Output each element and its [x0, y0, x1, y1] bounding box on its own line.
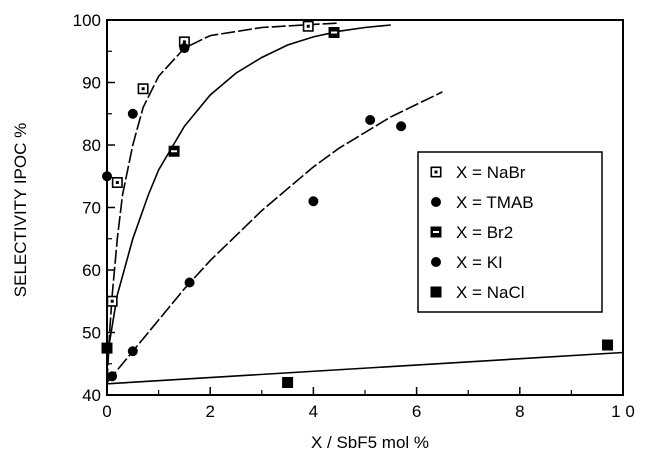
legend-marker	[430, 226, 442, 238]
y-tick-label: 100	[73, 11, 101, 30]
data-point	[101, 342, 113, 354]
x-tick-label: 1 0	[611, 402, 635, 421]
y-tick-label: 80	[82, 136, 101, 155]
x-tick-label: 6	[412, 402, 421, 421]
legend-label: X = TMAB	[456, 193, 534, 212]
data-point	[302, 20, 314, 32]
x-tick-label: 2	[205, 402, 214, 421]
y-tick-label: 70	[82, 199, 101, 218]
legend-label: X = KI	[456, 253, 503, 272]
data-point	[282, 377, 294, 388]
data-point	[168, 145, 180, 157]
legend-box	[417, 151, 603, 313]
data-point	[127, 108, 138, 119]
y-tick-label: 60	[82, 261, 101, 280]
data-point	[396, 121, 407, 132]
legend: X = NaBr X = TMAB X = Br2 X = KI X = NaCl	[417, 151, 603, 313]
legend-label: X = Br2	[456, 223, 513, 242]
y-tick-label: 40	[82, 386, 101, 405]
data-point	[127, 346, 138, 357]
fit-curve	[106, 24, 391, 358]
data-point	[602, 339, 614, 351]
data-point	[179, 43, 190, 54]
y-axis-title: SELECTIVITY IPOC %	[11, 123, 30, 297]
y-tick-label: 90	[82, 74, 101, 93]
legend-marker	[430, 286, 442, 298]
data-point	[111, 177, 123, 189]
data-point	[365, 115, 376, 125]
data-point	[107, 371, 118, 382]
data-point	[184, 277, 195, 288]
fit-curve	[106, 351, 624, 385]
legend-label: X = NaBr	[456, 163, 526, 182]
data-points	[101, 20, 614, 388]
legend-marker	[431, 197, 441, 207]
x-axis-title: X / SbF5 mol %	[311, 433, 429, 452]
legend-marker	[431, 257, 441, 267]
legend-label: X = NaCl	[456, 283, 525, 302]
x-tick-label: 0	[102, 402, 111, 421]
data-point	[106, 295, 118, 307]
fit-curve	[106, 22, 340, 383]
x-tick-label: 8	[515, 402, 524, 421]
fit-curve	[106, 91, 443, 384]
y-tick-label: 50	[82, 324, 101, 343]
x-tick-label: 4	[309, 402, 318, 421]
data-point	[328, 27, 340, 38]
legend-marker	[430, 166, 442, 178]
data-point	[308, 196, 319, 207]
data-point	[102, 171, 112, 182]
data-point	[137, 83, 149, 95]
